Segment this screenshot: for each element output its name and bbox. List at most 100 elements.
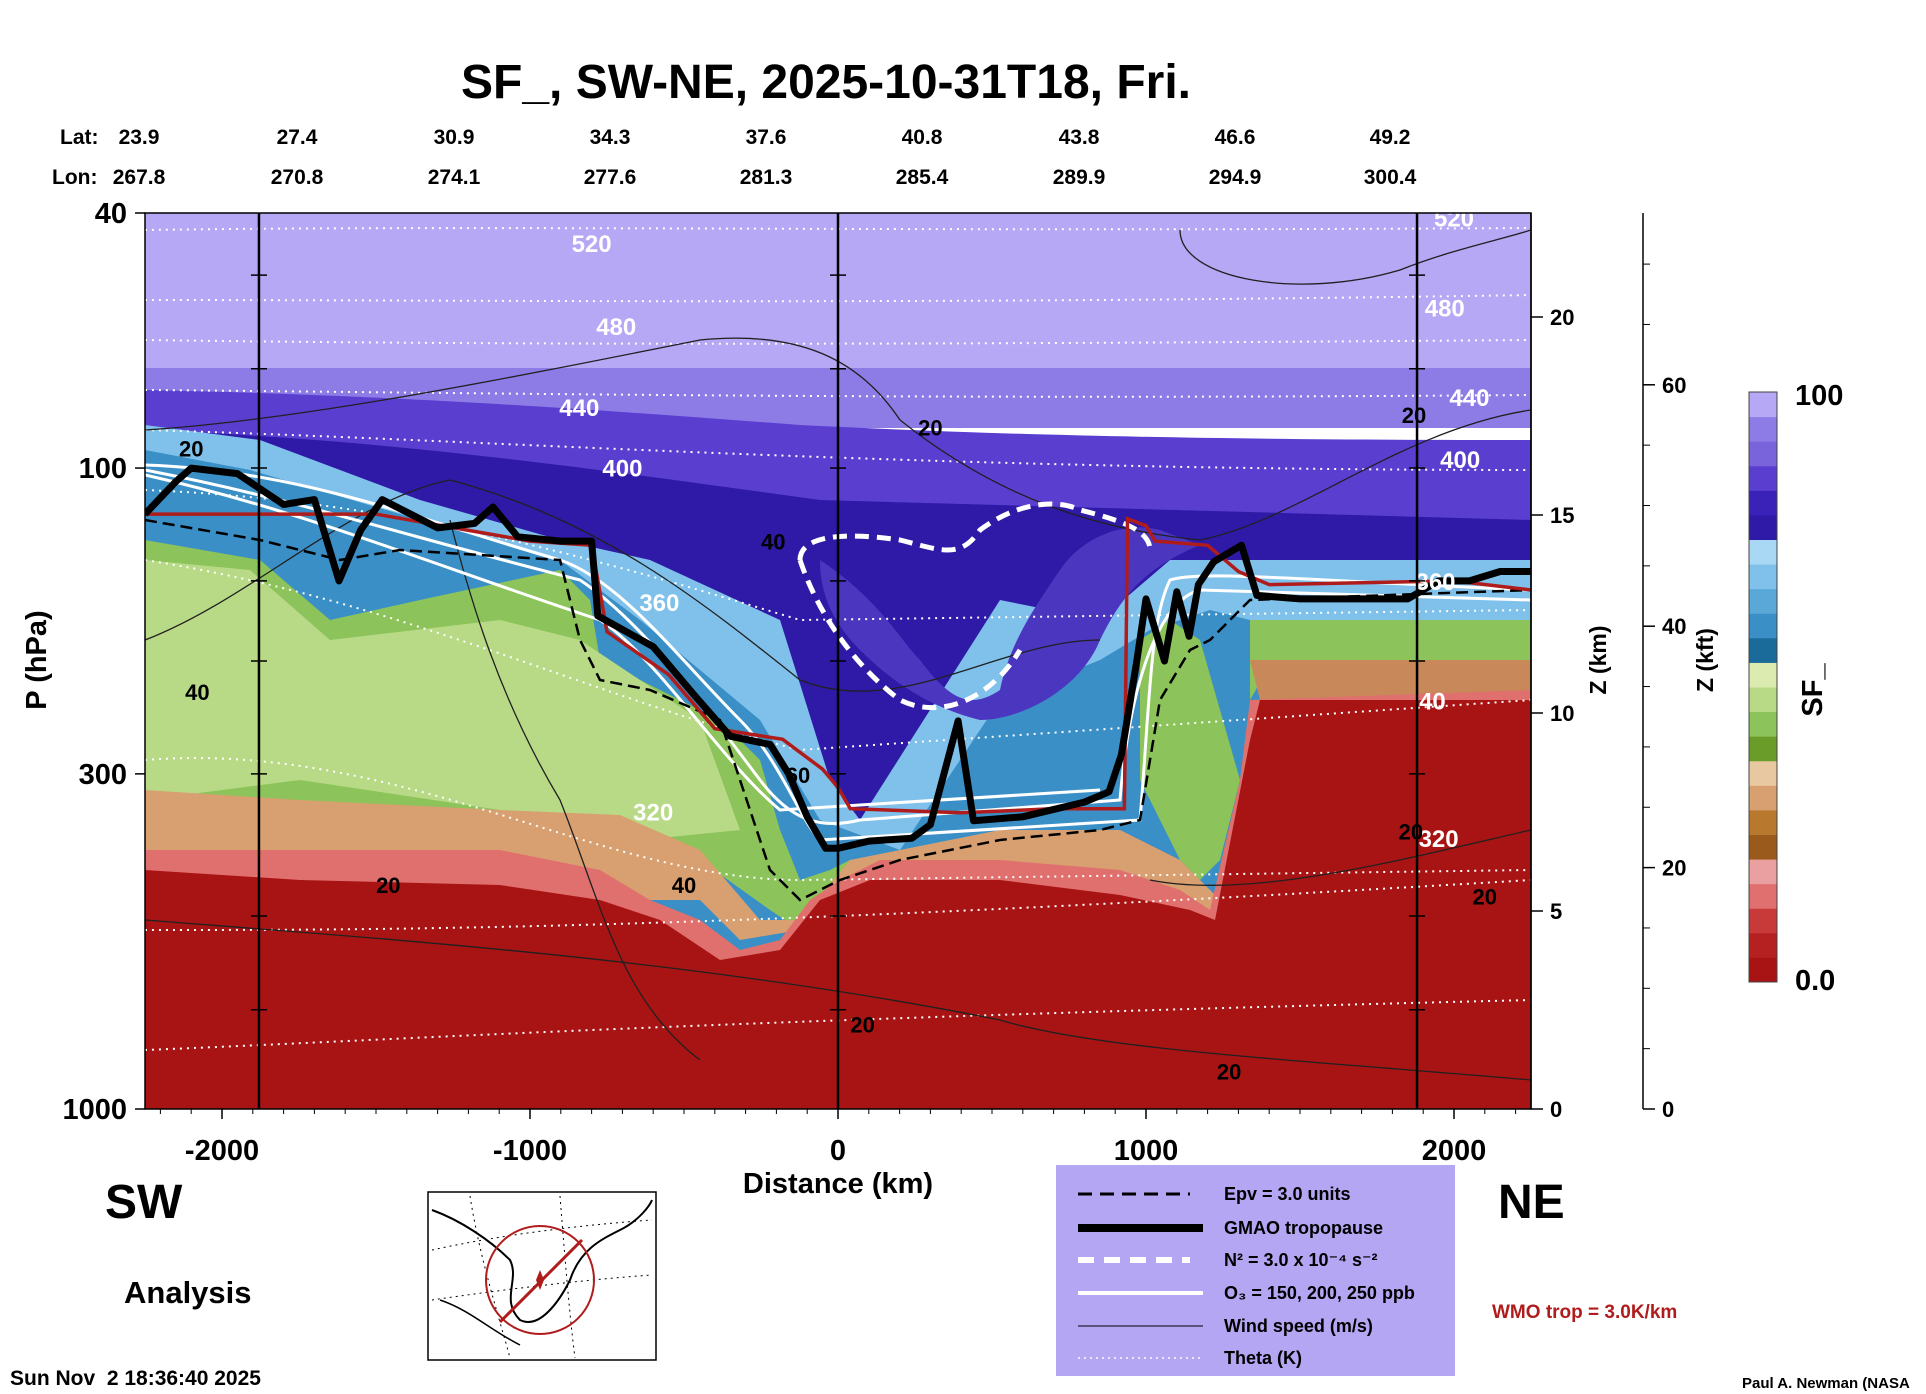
theta-label: 440 bbox=[1449, 385, 1489, 412]
lon-row-label: Lon: bbox=[52, 166, 97, 189]
lon-value: 277.6 bbox=[584, 166, 637, 189]
colorbar-segment bbox=[1749, 564, 1777, 590]
lat-value: 27.4 bbox=[277, 126, 318, 149]
theta-label: 320 bbox=[1419, 826, 1459, 853]
x-axis-label: Distance (km) bbox=[743, 1168, 933, 1200]
colorbar-segment bbox=[1749, 441, 1777, 467]
theta-label: 40 bbox=[1419, 688, 1446, 715]
colorbar-segment bbox=[1749, 736, 1777, 762]
lon-value: 300.4 bbox=[1364, 166, 1417, 189]
colorbar-max-label: 100 bbox=[1795, 380, 1843, 412]
colorbar-segment bbox=[1749, 859, 1777, 885]
z-kft-tick-label: 60 bbox=[1662, 373, 1686, 398]
colorbar-segment bbox=[1749, 687, 1777, 713]
lat-row-label: Lat: bbox=[60, 126, 99, 149]
x-tick-label: 0 bbox=[830, 1135, 846, 1167]
lon-value: 270.8 bbox=[271, 166, 324, 189]
lat-value: 49.2 bbox=[1370, 126, 1411, 149]
colorbar-segment bbox=[1749, 465, 1777, 491]
theta-label: 320 bbox=[633, 800, 673, 827]
z-km-tick-label: 10 bbox=[1550, 701, 1574, 726]
contour-labels: 520 480 440 400 360 320 520 480 440 400 360 320 40 20… bbox=[179, 213, 1497, 1085]
wind-label: 60 bbox=[786, 763, 810, 788]
gmao-tropopause-line bbox=[145, 464, 1531, 852]
lat-value: 43.8 bbox=[1059, 126, 1100, 149]
lon-value: 289.9 bbox=[1053, 166, 1106, 189]
p-tick-label: 40 bbox=[95, 198, 127, 230]
wind-contours bbox=[145, 229, 1531, 1081]
theta-contours bbox=[145, 227, 1531, 1051]
x-tick-label: 2000 bbox=[1422, 1135, 1487, 1167]
wind-label: 40 bbox=[672, 873, 696, 898]
lon-value: 285.4 bbox=[896, 166, 949, 189]
z-km-tick-label: 5 bbox=[1550, 899, 1562, 924]
theta-label: 480 bbox=[596, 314, 636, 341]
lon-value: 281.3 bbox=[740, 166, 793, 189]
colorbar-segment bbox=[1749, 932, 1777, 958]
z-km-axis: 0 5 10 15 20 bbox=[1530, 213, 1574, 1122]
z-kft-tick-label: 20 bbox=[1662, 856, 1686, 881]
wind-label: 20 bbox=[850, 1013, 874, 1038]
z-kft-tick-label: 0 bbox=[1662, 1097, 1674, 1122]
lat-value: 23.9 bbox=[119, 126, 160, 149]
colorbar-segment bbox=[1749, 490, 1777, 516]
colorbar-segment bbox=[1749, 908, 1777, 934]
colorbar-segment bbox=[1749, 957, 1777, 983]
p-tick-label: 100 bbox=[79, 453, 127, 485]
colorbar bbox=[1748, 391, 1778, 983]
legend-epv: Epv = 3.0 units bbox=[1224, 1184, 1351, 1204]
p-tick-label: 1000 bbox=[62, 1094, 127, 1126]
colorbar-frame bbox=[1748, 391, 1778, 983]
intrusion-dark bbox=[820, 527, 1200, 720]
colorbar-segment bbox=[1749, 760, 1777, 786]
tan-band-right bbox=[1250, 660, 1531, 700]
p-tick-label: 300 bbox=[79, 759, 127, 791]
plot-area: 520 480 440 400 360 320 520 480 440 400 360 320 40 20… bbox=[145, 213, 1531, 1109]
wind-label: 40 bbox=[185, 680, 209, 705]
wind-label: 20 bbox=[1217, 1060, 1241, 1085]
analysis-label: Analysis bbox=[124, 1275, 252, 1310]
lat-value: 40.8 bbox=[902, 126, 943, 149]
wind-label: 20 bbox=[918, 416, 942, 441]
tropopause-lines bbox=[145, 464, 1531, 852]
z-kft-label: Z (kft) bbox=[1692, 628, 1718, 692]
colorbar-segment bbox=[1749, 809, 1777, 835]
colorbar-segment bbox=[1749, 588, 1777, 614]
wind-label: 20 bbox=[179, 437, 203, 462]
colorbar-segment bbox=[1749, 711, 1777, 737]
colorbar-label: SF_ bbox=[1797, 663, 1829, 717]
colorbar-segment bbox=[1749, 834, 1777, 860]
x-tick-label: -2000 bbox=[185, 1135, 259, 1167]
lat-value: 46.6 bbox=[1215, 126, 1256, 149]
z-kft-axis: 0 20 40 60 bbox=[1642, 213, 1686, 1122]
direction-ne: NE bbox=[1498, 1176, 1565, 1229]
green-layer-right bbox=[1140, 620, 1240, 880]
timestamp: Sun Nov 2 18:36:40 2025 bbox=[10, 1367, 261, 1390]
reference-vertical-lines bbox=[250, 213, 1426, 1109]
chart-title: SF_, SW-NE, 2025-10-31T18, Fri. bbox=[461, 56, 1191, 109]
legend-o3: O₃ = 150, 200, 250 ppb bbox=[1224, 1283, 1415, 1303]
lat-value: 34.3 bbox=[590, 126, 631, 149]
theta-label: 480 bbox=[1425, 295, 1465, 322]
colorbar-segment bbox=[1749, 539, 1777, 565]
x-tick-label: -1000 bbox=[493, 1135, 567, 1167]
y-axis-label: P (hPa) bbox=[21, 610, 53, 709]
epv-contour bbox=[145, 518, 1531, 902]
legend-tropopause: GMAO tropopause bbox=[1224, 1218, 1383, 1238]
z-km-tick-label: 15 bbox=[1550, 503, 1574, 528]
colorbar-segment bbox=[1749, 637, 1777, 663]
direction-sw: SW bbox=[105, 1176, 183, 1229]
wind-label: 20 bbox=[376, 873, 400, 898]
lon-value: 294.9 bbox=[1209, 166, 1262, 189]
colorbar-segment bbox=[1749, 883, 1777, 909]
wind-label: 20 bbox=[1402, 403, 1426, 428]
lon-value: 267.8 bbox=[113, 166, 166, 189]
tan-layer bbox=[145, 790, 1220, 940]
legend: Epv = 3.0 units GMAO tropopause N² = 3.0… bbox=[1056, 1165, 1455, 1376]
theta-label: 440 bbox=[559, 395, 599, 422]
legend-n2: N² = 3.0 x 10⁻⁴ s⁻² bbox=[1224, 1250, 1377, 1270]
wind-label: 20 bbox=[1399, 820, 1423, 845]
colorbar-segment bbox=[1749, 514, 1777, 540]
z-km-tick-label: 20 bbox=[1550, 305, 1574, 330]
colorbar-segment bbox=[1749, 613, 1777, 639]
